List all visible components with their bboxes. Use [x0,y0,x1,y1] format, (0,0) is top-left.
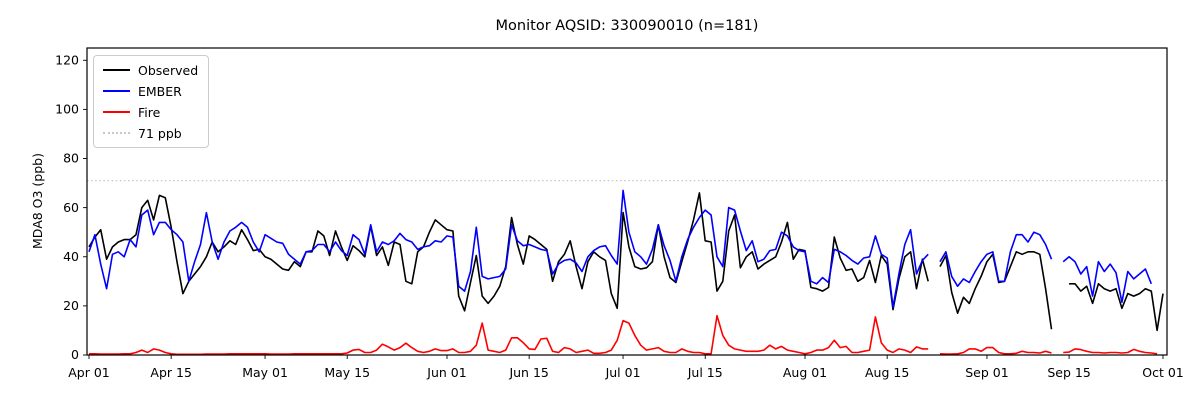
series-fire [939,346,1052,355]
x-tick-label: Aug 01 [783,365,827,380]
y-tick-label: 80 [63,151,79,166]
legend-label-fire: Fire [138,104,161,120]
observed-line-sample [103,69,130,71]
legend: Observed EMBER Fire 71 ppb [93,55,210,148]
series-ember [939,231,1053,288]
y-tick-label: 20 [63,298,79,313]
y-tick-label: 120 [55,52,79,67]
series-layer [87,179,1167,356]
x-tick-label: Sep 01 [965,365,1008,380]
legend-item-observed: Observed [103,62,199,78]
x-tick-label: Jul 01 [605,365,641,380]
x-tick-label: May 15 [324,365,370,380]
series-ember [88,189,929,308]
x-tick-label: Oct 01 [1142,365,1184,380]
series-fire [89,314,929,356]
chart-title: Monitor AQSID: 330090010 (n=181) [495,18,759,34]
legend-item-threshold: 71 ppb [103,125,198,141]
legend-label-observed: Observed [138,62,199,78]
y-tick-label: 40 [63,249,79,264]
y-tick-label: 100 [55,102,79,117]
legend-item-fire: Fire [103,104,198,120]
ember-line-sample [103,90,130,92]
x-tick-label: Jul 15 [687,365,723,380]
x-tick-label: Jun 15 [508,365,548,380]
series-ember [1062,255,1153,304]
threshold-line-sample [103,132,130,134]
y-tick-label: 0 [71,347,79,362]
y-axis-label: MDA8 O3 (ppb) [30,153,45,249]
x-tick-label: Apr 01 [68,365,110,380]
axes-frame [86,47,1168,356]
x-tick-label: Apr 15 [150,365,192,380]
legend-label-threshold: 71 ppb [138,125,182,141]
x-tick-label: Aug 15 [865,365,909,380]
x-tick-label: Jun 01 [426,365,466,380]
legend-label-ember: EMBER [138,83,182,99]
x-tick-label: Sep 15 [1047,365,1090,380]
axes-layer: 0 20 40 60 80 100 120 Apr 01 Apr 15 May 01 May 15 J… [55,52,1184,380]
series-fire [1063,348,1158,355]
x-tick-label: May 01 [242,365,288,380]
legend-item-ember: EMBER [103,83,198,99]
series-observed [1069,282,1164,332]
plot-frame [86,47,1168,356]
y-tick-label: 60 [63,200,79,215]
fire-line-sample [103,111,130,113]
